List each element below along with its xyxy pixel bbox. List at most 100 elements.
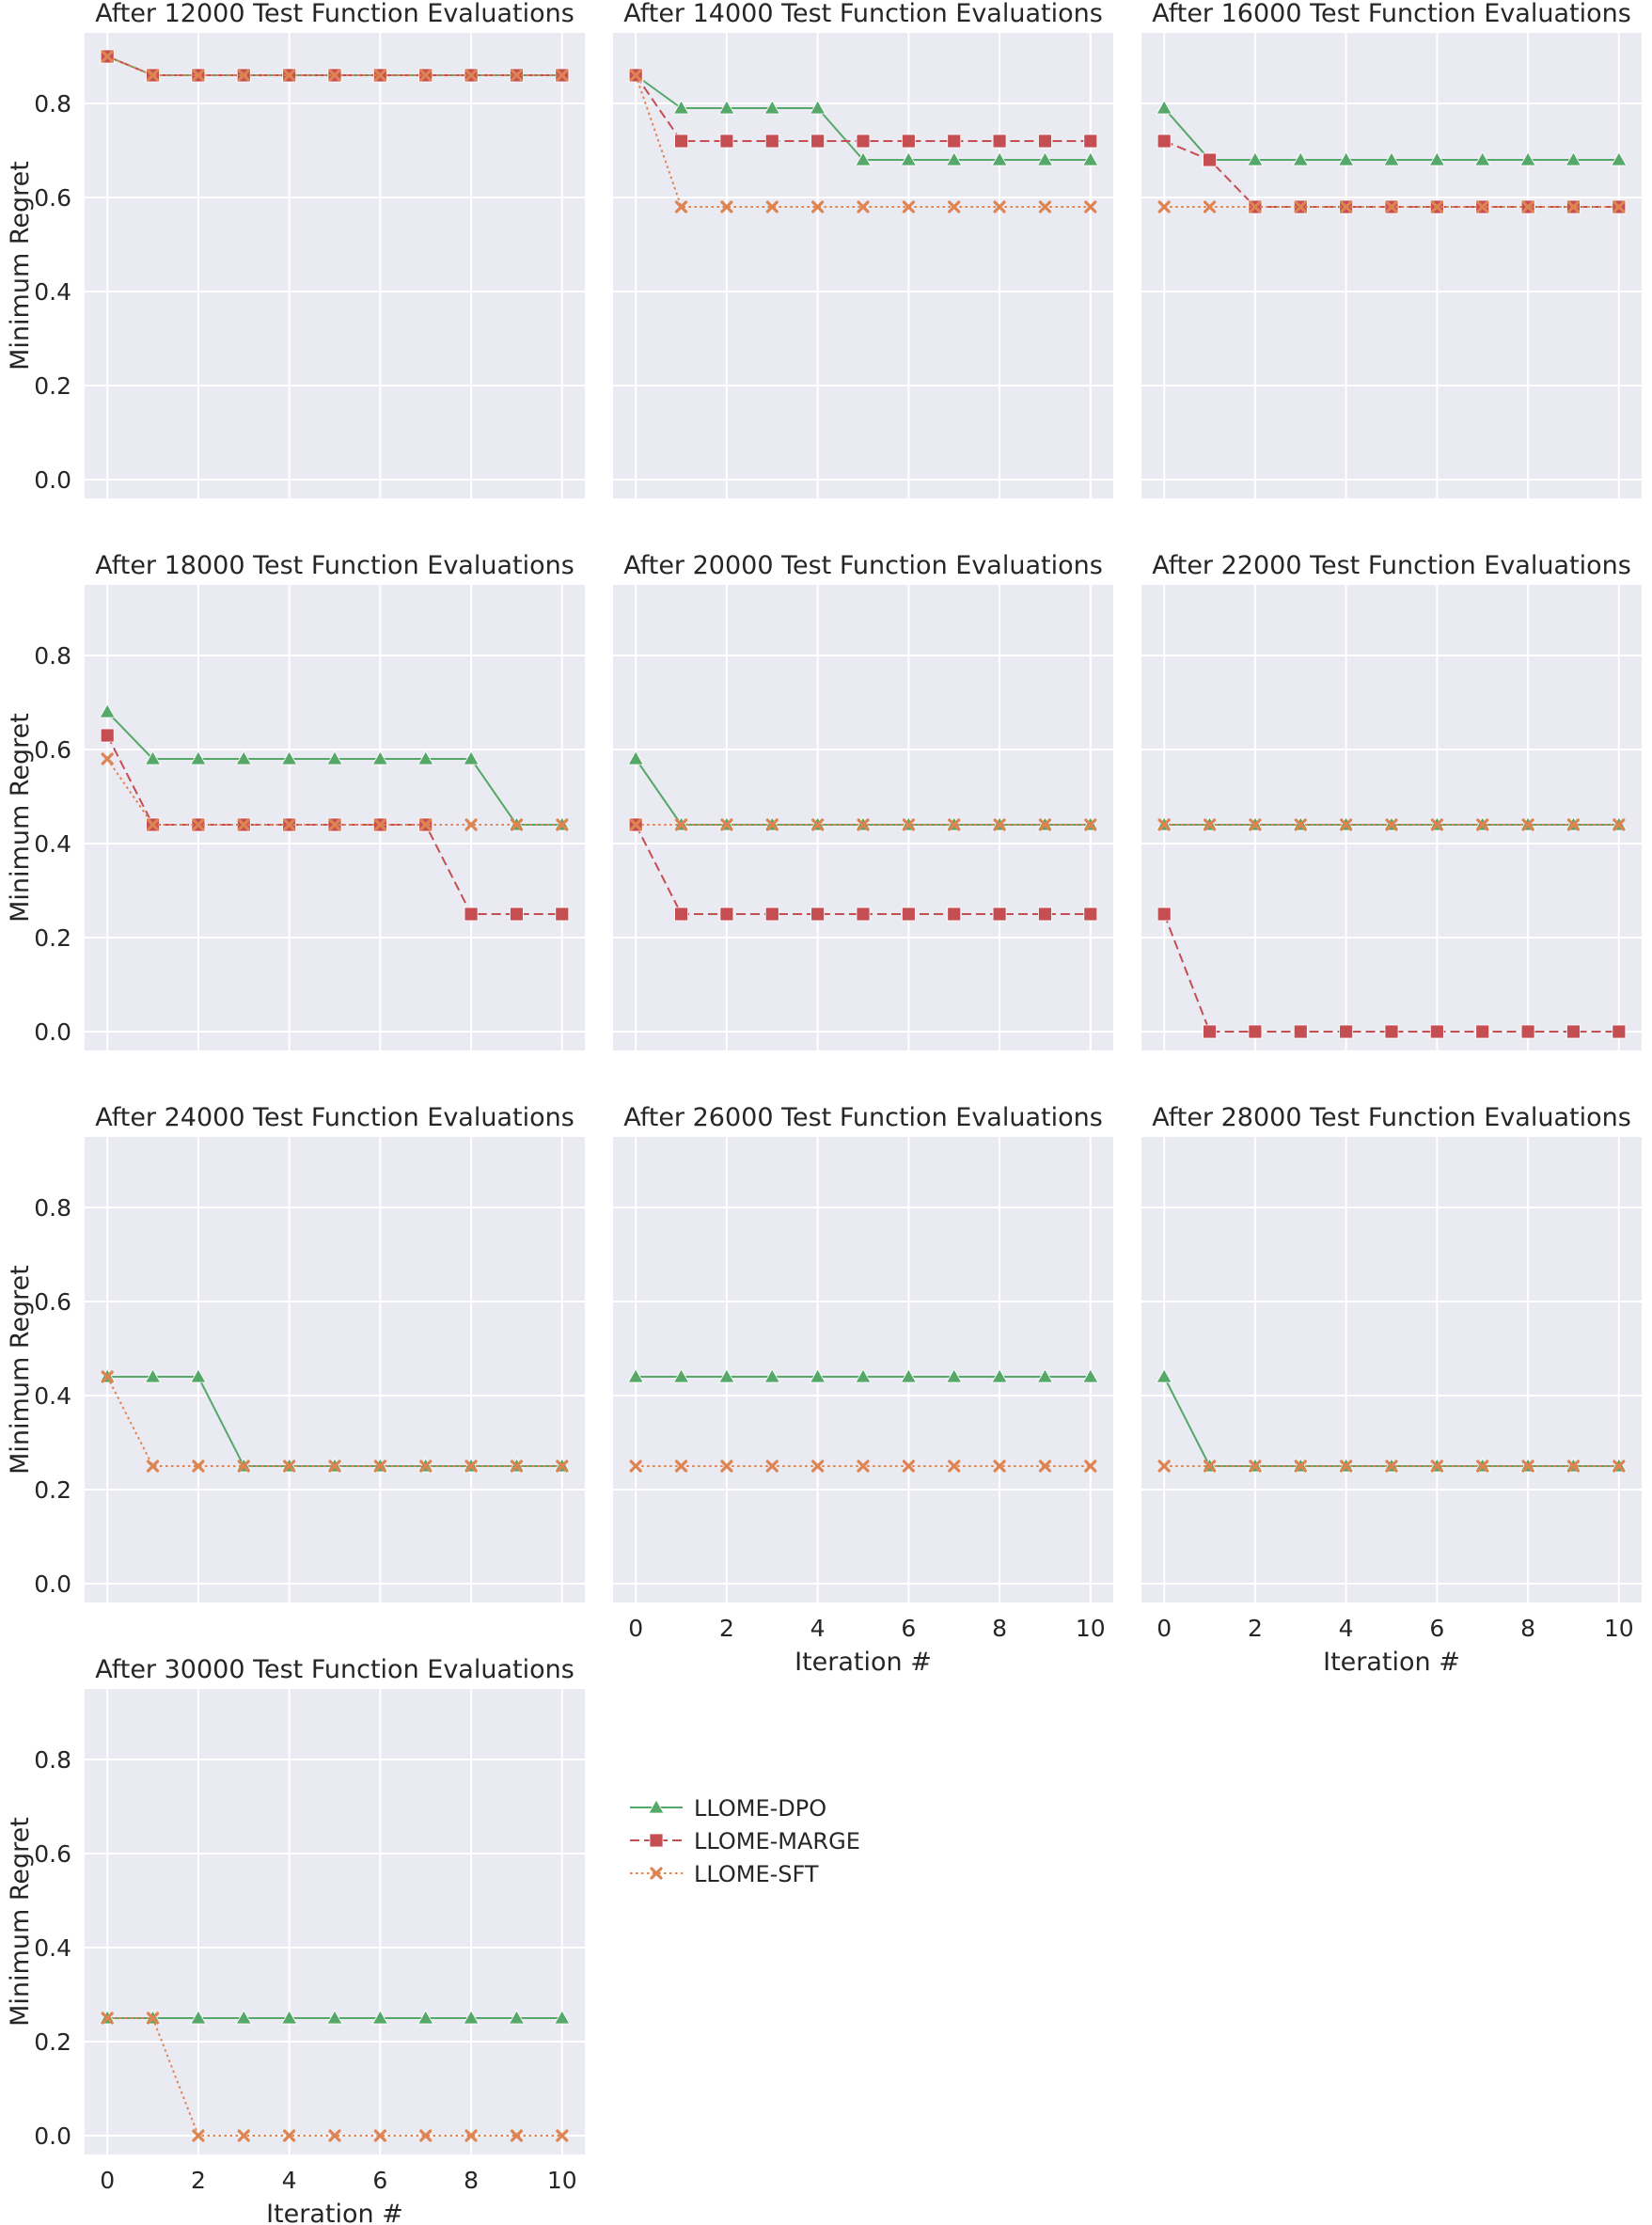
data-point-llome-marge — [1156, 907, 1172, 922]
data-point-llome-marge — [674, 134, 688, 149]
data-point-llome-dpo — [235, 750, 252, 765]
data-point-llome-sft — [1084, 200, 1097, 213]
data-point-llome-dpo — [809, 1368, 826, 1383]
series-llome-sft — [1157, 1460, 1626, 1473]
data-point-llome-dpo — [326, 750, 343, 765]
data-point-llome-sft — [1294, 200, 1307, 213]
data-point-llome-marge — [1248, 1024, 1263, 1039]
data-point-llome-sft — [192, 818, 205, 831]
y-tick-label: 0.0 — [34, 1018, 71, 1046]
x-tick-label: 2 — [1248, 1615, 1263, 1642]
data-point-llome-sft — [464, 1460, 478, 1473]
data-point-llome-sft — [857, 818, 870, 831]
series-llome-sft — [101, 50, 569, 82]
y-tick-label: 0.8 — [34, 1746, 71, 1774]
y-axis-label: Minimum Regret — [6, 1265, 35, 1475]
data-point-llome-sft — [237, 1460, 250, 1473]
y-tick-label: 0.4 — [34, 830, 71, 858]
data-point-llome-marge — [901, 907, 916, 922]
chart-panel-6: After 22000 Test Function Evaluations — [1141, 551, 1642, 1050]
data-point-llome-sft — [1294, 818, 1307, 831]
data-point-llome-dpo — [809, 100, 826, 115]
data-point-llome-sft — [1038, 200, 1052, 213]
series-line-llome-sft — [635, 74, 1091, 208]
data-point-llome-marge — [992, 907, 1007, 922]
data-point-llome-sft — [373, 2129, 386, 2142]
data-point-llome-dpo — [1292, 151, 1309, 166]
data-point-llome-dpo — [627, 750, 644, 765]
legend-entry-llome-sft: LLOME-SFT — [630, 1861, 819, 1887]
data-point-llome-marge — [510, 907, 524, 922]
data-point-llome-sft — [1340, 1460, 1353, 1473]
data-point-llome-dpo — [1428, 151, 1446, 166]
y-tick-label: 0.8 — [34, 90, 71, 118]
data-point-llome-sft — [328, 69, 341, 82]
y-axis-label: Minimum Regret — [6, 1817, 35, 2027]
data-point-llome-sft — [192, 1460, 205, 1473]
series-llome-sft — [1157, 200, 1626, 213]
chart-panel-10: After 30000 Test Function Evaluations 0.0… — [6, 1655, 585, 2225]
data-point-llome-sft — [993, 200, 1006, 213]
data-point-llome-dpo — [1337, 151, 1355, 166]
series-llome-dpo — [627, 1368, 1099, 1383]
data-point-llome-sft — [237, 69, 250, 82]
data-point-llome-sft — [1613, 200, 1626, 213]
data-point-llome-dpo — [991, 151, 1008, 166]
x-tick-label: 8 — [464, 2167, 479, 2194]
series-llome-sft — [101, 752, 569, 831]
series-llome-sft — [1157, 818, 1626, 831]
data-point-llome-dpo — [855, 1368, 872, 1383]
data-point-llome-marge — [1566, 1024, 1581, 1039]
data-point-llome-dpo — [190, 2010, 207, 2025]
data-point-llome-sft — [101, 50, 114, 63]
x-axis-label: Iteration # — [266, 2200, 403, 2225]
data-point-llome-sft — [237, 2129, 250, 2142]
data-point-llome-sft — [464, 69, 478, 82]
y-tick-label: 0.6 — [34, 1288, 71, 1316]
data-point-llome-marge — [1203, 1024, 1217, 1039]
data-point-llome-sft — [1249, 1460, 1262, 1473]
data-point-llome-dpo — [1082, 151, 1099, 166]
data-point-llome-sft — [1521, 1460, 1534, 1473]
data-point-llome-dpo — [235, 2010, 252, 2025]
x-tick-label: 6 — [1429, 1615, 1444, 1642]
x-axis-label: Iteration # — [1323, 1648, 1460, 1677]
data-point-llome-dpo — [1611, 151, 1628, 166]
series-line-llome-sft — [106, 758, 562, 826]
y-tick-label: 0.0 — [34, 466, 71, 494]
data-point-llome-sft — [146, 1460, 160, 1473]
data-point-llome-sft — [510, 818, 524, 831]
chart-panel-5: After 20000 Test Function Evaluations — [613, 551, 1113, 1050]
chart-panel-2: After 14000 Test Function Evaluations — [613, 0, 1113, 498]
data-point-llome-sft — [556, 69, 569, 82]
legend-label: LLOME-DPO — [694, 1795, 826, 1822]
series-llome-marge — [1156, 907, 1627, 1039]
data-point-llome-dpo — [1156, 1368, 1172, 1383]
data-point-llome-dpo — [1383, 151, 1400, 166]
x-tick-label: 6 — [901, 1615, 916, 1642]
data-point-llome-dpo — [1247, 151, 1264, 166]
data-point-llome-sft — [1476, 818, 1489, 831]
data-point-llome-sft — [373, 1460, 386, 1473]
data-point-llome-sft — [510, 69, 524, 82]
data-point-llome-sft — [948, 1460, 961, 1473]
panel-title: After 14000 Test Function Evaluations — [623, 0, 1103, 28]
data-point-llome-marge — [1384, 1024, 1399, 1039]
chart-panel-4: After 18000 Test Function Evaluations 0.0… — [6, 551, 585, 1050]
chart-panel-8: After 26000 Test Function Evaluations 0 2 4… — [613, 1103, 1113, 1677]
series-llome-sft — [629, 69, 1097, 213]
data-point-llome-sft — [464, 818, 478, 831]
data-point-llome-sft — [993, 818, 1006, 831]
x-axis-label: Iteration # — [795, 1648, 932, 1677]
y-tick-label: 0.8 — [34, 1194, 71, 1222]
data-point-llome-sft — [328, 2129, 341, 2142]
data-point-llome-sft — [419, 818, 433, 831]
y-tick-label: 0.6 — [34, 1840, 71, 1868]
x-tick-label: 0 — [1156, 1615, 1172, 1642]
data-point-llome-dpo — [718, 1368, 735, 1383]
data-point-llome-dpo — [99, 703, 116, 718]
data-point-llome-sft — [811, 818, 825, 831]
data-point-llome-sft — [1566, 818, 1581, 831]
data-point-llome-dpo — [326, 2010, 343, 2025]
